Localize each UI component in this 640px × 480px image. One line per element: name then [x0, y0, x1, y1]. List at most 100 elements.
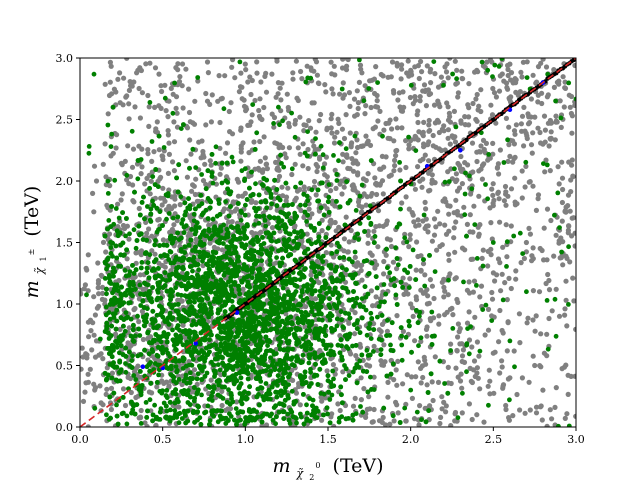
gray-series-point — [136, 143, 142, 149]
gray-series-point — [564, 255, 570, 261]
gray-series-point — [563, 362, 569, 368]
gray-series-point — [493, 94, 499, 100]
gray-series-point — [157, 176, 163, 182]
gray-series-point — [466, 122, 472, 128]
gray-series-point — [551, 84, 558, 90]
gray-series-point — [479, 162, 486, 169]
gray-series-point — [216, 73, 222, 79]
gray-series-point — [362, 111, 368, 117]
gray-series-point — [238, 125, 244, 131]
gray-series-point — [456, 162, 463, 169]
gray-series-point — [140, 336, 146, 343]
gray-series-point — [543, 157, 549, 163]
green-series-point — [243, 202, 248, 208]
gray-series-point — [90, 190, 96, 196]
gray-series-point — [508, 285, 514, 292]
gray-series-point — [503, 402, 509, 409]
gray-series-point — [369, 190, 375, 197]
gray-series-point — [238, 158, 244, 164]
gray-series-point — [144, 230, 150, 236]
gray-series-point — [257, 158, 263, 164]
gray-series-point — [241, 97, 247, 103]
gray-series-point — [556, 181, 562, 187]
gray-series-point — [560, 262, 566, 268]
gray-series-point — [204, 98, 211, 104]
gray-series-point — [109, 91, 115, 97]
gray-series-point — [415, 137, 421, 143]
gray-series-point — [280, 193, 286, 199]
gray-series-point — [205, 70, 211, 76]
gray-series-point — [418, 380, 424, 386]
gray-series-point — [481, 419, 487, 425]
gray-series-point — [412, 94, 418, 100]
gray-series-point — [355, 105, 361, 112]
gray-series-point — [562, 85, 568, 91]
gray-series-point — [348, 351, 354, 357]
gray-series-point — [520, 59, 527, 65]
gray-series-point — [138, 249, 144, 255]
gray-series-point — [311, 178, 318, 185]
gray-series-point — [547, 407, 553, 413]
gray-series-point — [130, 146, 137, 152]
gray-series-point — [245, 79, 251, 85]
gray-series-point — [299, 238, 305, 245]
gray-series-point — [249, 198, 255, 204]
gray-series-point — [521, 143, 527, 149]
gray-series-point — [381, 271, 387, 277]
gray-series-point — [420, 176, 426, 182]
gray-series-point — [490, 192, 496, 198]
gray-series-point — [424, 287, 430, 293]
gray-series-point — [459, 68, 465, 74]
gray-series-point — [333, 185, 339, 191]
gray-series-point — [100, 239, 107, 245]
gray-series-point — [546, 315, 552, 322]
gray-series-point — [172, 203, 178, 209]
gray-series-point — [108, 406, 114, 413]
gray-series-point — [461, 204, 467, 210]
gray-series-point — [339, 191, 345, 197]
gray-series-point — [301, 122, 307, 128]
gray-series-point — [184, 174, 190, 180]
gray-series-point — [504, 348, 510, 354]
gray-series-point — [508, 223, 514, 229]
gray-series-point — [136, 85, 142, 92]
gray-series-point — [228, 100, 234, 106]
gray-series-point — [102, 297, 108, 303]
gray-series-point — [120, 222, 127, 229]
gray-series-point — [466, 290, 473, 296]
gray-series-point — [439, 394, 445, 400]
gray-series-point — [379, 153, 385, 159]
gray-series-point — [359, 277, 365, 283]
gray-series-point — [158, 105, 164, 111]
gray-series-point — [239, 193, 246, 199]
gray-series-point — [159, 88, 165, 95]
gray-series-point — [254, 59, 260, 65]
gray-series-point — [445, 292, 451, 298]
green-series-point — [294, 420, 299, 426]
gray-series-point — [350, 182, 356, 188]
gray-series-point — [500, 244, 506, 250]
gray-series-point — [552, 404, 558, 410]
gray-series-point — [352, 310, 358, 316]
gray-series-point — [332, 203, 338, 209]
gray-series-point — [416, 422, 422, 427]
gray-series-point — [217, 145, 223, 151]
gray-series-point — [422, 272, 428, 278]
green-series-point — [404, 239, 410, 245]
gray-series-point — [400, 89, 406, 95]
gray-series-point — [174, 124, 181, 130]
gray-series-point — [322, 395, 328, 401]
gray-series-point — [421, 354, 427, 360]
gray-series-point — [335, 401, 341, 407]
gray-series-point — [306, 206, 312, 212]
gray-series-point — [512, 175, 518, 181]
gray-series-point — [329, 130, 335, 136]
gray-series-point — [530, 317, 536, 323]
gray-series-point — [414, 239, 420, 245]
gray-series-point — [565, 203, 571, 209]
gray-series-point — [417, 403, 423, 409]
gray-series-point — [226, 219, 232, 225]
gray-series-point — [513, 122, 520, 128]
gray-series-point — [317, 156, 323, 162]
gray-series-point — [300, 163, 306, 169]
